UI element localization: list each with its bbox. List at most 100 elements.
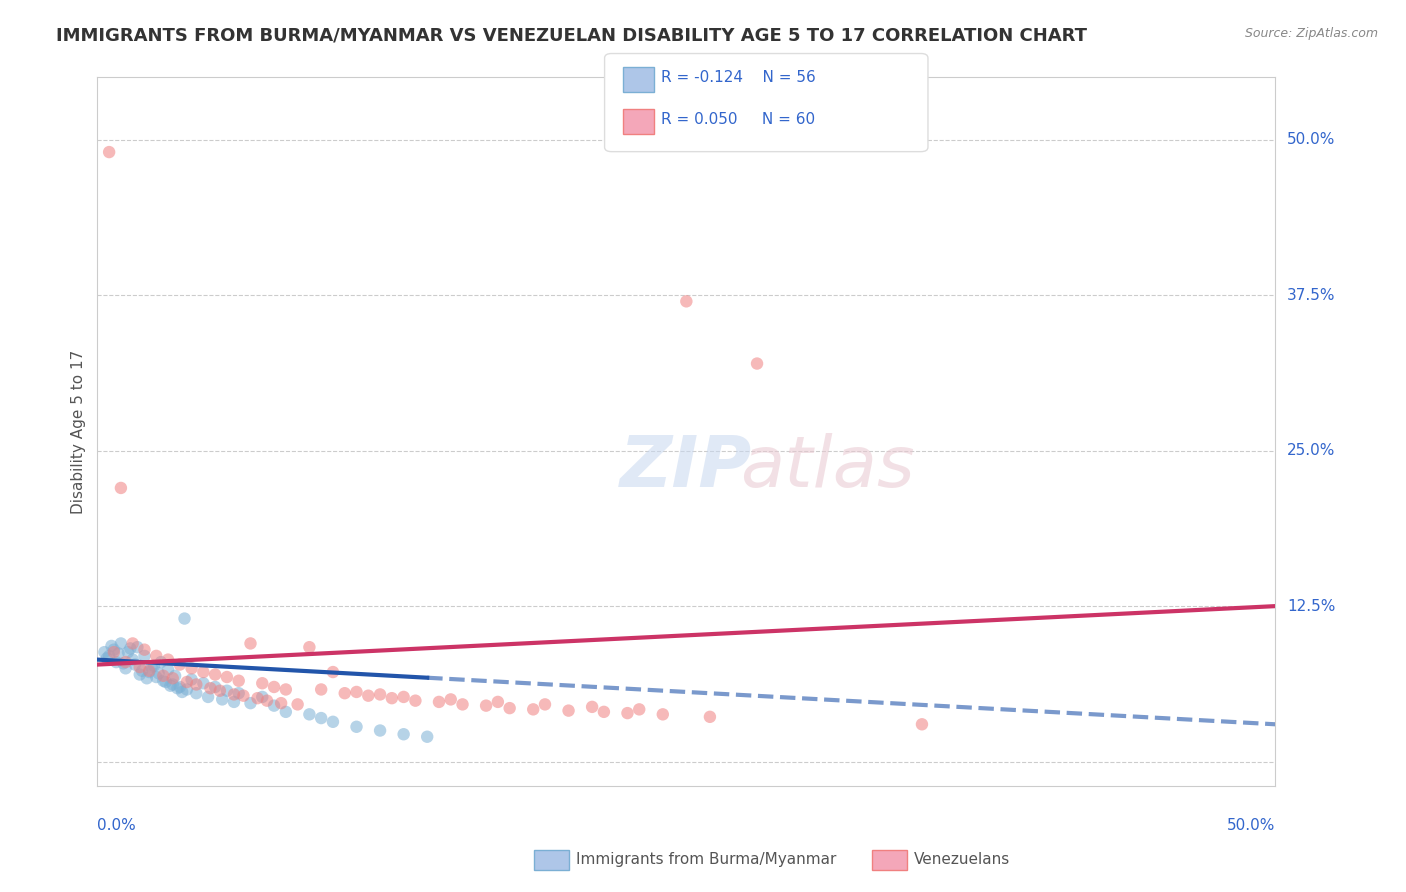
Point [263,680,285,694]
Text: 37.5%: 37.5% [1286,287,1336,302]
Text: ZIP: ZIP [620,433,752,502]
Point [157,652,180,666]
Point [228,686,250,700]
Point [911,717,934,731]
Point [165,669,187,683]
Point [368,688,391,702]
Point [222,695,245,709]
Point [152,669,174,683]
Point [121,652,143,666]
Point [169,657,191,672]
Point [200,681,222,696]
Point [256,693,278,707]
Point [138,664,160,678]
Point [162,677,184,691]
Point [110,636,132,650]
Point [186,686,208,700]
Point [263,698,285,713]
Point [346,720,368,734]
Text: Source: ZipAtlas.com: Source: ZipAtlas.com [1244,27,1378,40]
Point [274,705,297,719]
Point [204,667,226,681]
Point [131,664,153,678]
Point [486,695,509,709]
Point [451,698,474,712]
Point [159,679,181,693]
Point [134,648,156,663]
Point [651,707,673,722]
Point [105,655,128,669]
Point [124,657,146,672]
Point [112,657,135,671]
Text: Venezuelans: Venezuelans [914,853,1010,867]
Point [149,655,172,669]
Point [381,691,404,706]
Point [193,676,215,690]
Point [270,696,292,710]
Point [172,685,194,699]
Point [557,704,579,718]
Point [616,706,638,720]
Y-axis label: Disability Age 5 to 17: Disability Age 5 to 17 [72,350,86,514]
Point [287,698,309,712]
Point [215,683,238,698]
Point [208,683,231,698]
Point [107,646,129,660]
Point [228,673,250,688]
Point [252,676,274,690]
Point [186,677,208,691]
Point [110,481,132,495]
Point [246,691,269,706]
Text: R = -0.124    N = 56: R = -0.124 N = 56 [661,70,815,85]
Point [404,693,426,707]
Point [120,641,142,656]
Point [155,675,177,690]
Point [522,702,544,716]
Point [322,665,344,679]
Point [128,667,150,681]
Point [232,689,254,703]
Point [475,698,498,713]
Point [98,145,121,159]
Point [440,692,463,706]
Point [368,723,391,738]
Point [145,670,167,684]
Text: atlas: atlas [741,433,915,502]
Point [176,675,198,690]
Point [427,695,450,709]
Point [166,681,188,696]
Point [117,645,139,659]
Point [157,663,180,677]
Point [180,661,202,675]
Point [416,730,439,744]
Point [675,294,697,309]
Point [581,699,603,714]
Point [211,692,233,706]
Point [298,707,321,722]
Point [204,680,226,694]
Point [298,640,321,655]
Point [346,685,368,699]
Text: 12.5%: 12.5% [1286,599,1336,614]
Point [103,642,125,657]
Point [103,645,125,659]
Point [239,696,262,710]
Point [148,666,170,681]
Point [322,714,344,729]
Point [274,682,297,697]
Text: 50.0%: 50.0% [1227,818,1275,833]
Text: 50.0%: 50.0% [1286,132,1336,147]
Point [141,660,163,674]
Point [152,673,174,688]
Point [252,690,274,704]
Point [593,705,616,719]
Text: 25.0%: 25.0% [1286,443,1336,458]
Point [309,711,332,725]
Point [134,642,156,657]
Point [498,701,520,715]
Point [309,682,332,697]
Point [215,670,238,684]
Point [392,690,415,704]
Point [333,686,356,700]
Point [173,611,195,625]
